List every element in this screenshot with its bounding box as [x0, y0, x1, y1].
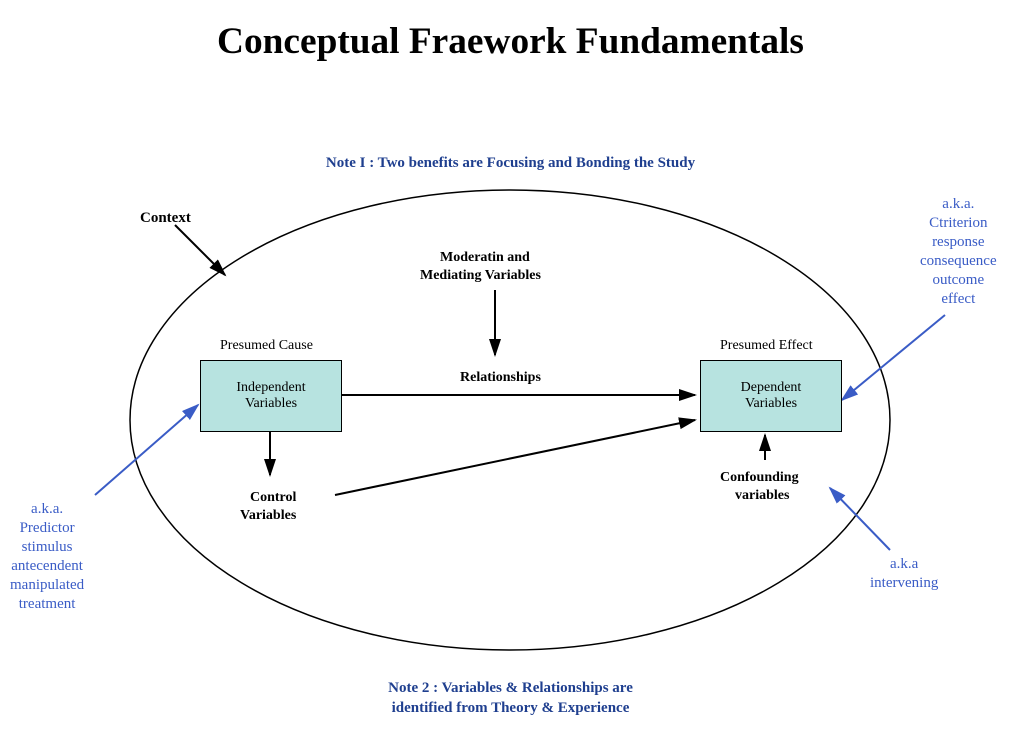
dependent-variables-label-1: Dependent	[741, 380, 802, 396]
control-variables-label-1: Control	[250, 490, 296, 506]
annotation-line: antecendent	[10, 557, 84, 576]
control-variables-label-2: Variables	[240, 508, 296, 524]
relationships-label: Relationships	[460, 370, 541, 386]
note-2-line1: Note 2 : Variables & Relationships are	[0, 680, 1021, 697]
criterion-annot-arrow	[842, 315, 945, 400]
presumed-effect-label: Presumed Effect	[720, 338, 813, 354]
diagram-stage: Conceptual Fraework Fundamentals Note I …	[0, 0, 1021, 738]
moderating-label-1: Moderatin and	[440, 250, 530, 266]
independent-variables-label-2: Variables	[236, 396, 305, 412]
predictor-annot-arrow	[95, 405, 198, 495]
dependent-variables-box: Dependent Variables	[700, 360, 842, 432]
control-to-dep-arrow	[335, 420, 695, 495]
annotation-line: Ctriterion	[920, 214, 997, 233]
annotation-line: a.k.a	[870, 555, 938, 574]
presumed-cause-label: Presumed Cause	[220, 338, 313, 354]
annotation-line: a.k.a.	[10, 500, 84, 519]
annotation-line: a.k.a.	[920, 195, 997, 214]
annotation-line: consequence	[920, 252, 997, 271]
note-2-line2: identified from Theory & Experience	[0, 700, 1021, 717]
annotation-line: intervening	[870, 574, 938, 593]
intervening-annotation: a.k.aintervening	[870, 555, 938, 593]
intervening-annot-arrow	[830, 488, 890, 550]
annotation-line: treatment	[10, 595, 84, 614]
page-title: Conceptual Fraework Fundamentals	[0, 20, 1021, 63]
annotation-line: outcome	[920, 271, 997, 290]
note-1: Note I : Two benefits are Focusing and B…	[0, 155, 1021, 172]
context-arrow	[175, 225, 225, 275]
predictor-annotation: a.k.a.Predictorstimulusantecendentmanipu…	[10, 500, 84, 614]
svg-overlay	[0, 0, 1021, 738]
independent-variables-label-1: Independent	[236, 380, 305, 396]
annotation-line: effect	[920, 290, 997, 309]
confounding-variables-label-1: Confounding	[720, 470, 799, 486]
moderating-label-2: Mediating Variables	[420, 268, 541, 284]
context-label: Context	[140, 210, 191, 227]
dependent-variables-label-2: Variables	[741, 396, 802, 412]
criterion-annotation: a.k.a.Ctriterionresponseconsequenceoutco…	[920, 195, 997, 309]
annotation-line: Predictor	[10, 519, 84, 538]
annotation-line: manipulated	[10, 576, 84, 595]
annotation-line: response	[920, 233, 997, 252]
independent-variables-box: Independent Variables	[200, 360, 342, 432]
confounding-variables-label-2: variables	[735, 488, 789, 504]
annotation-line: stimulus	[10, 538, 84, 557]
